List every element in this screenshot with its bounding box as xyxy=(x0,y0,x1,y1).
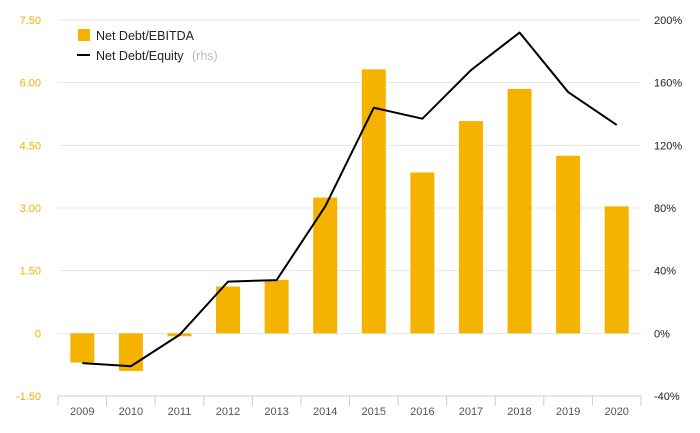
x-axis: 2009 2010 2011 2012 2013 2014 2015 2016 2017 2018… xyxy=(57,395,642,418)
legend-swatch-bar xyxy=(78,29,90,41)
y-right-tick-label: 80% xyxy=(654,203,676,215)
legend-label-line-name: Net Debt/Equity xyxy=(96,49,184,63)
y-left-tick-label: 3.00 xyxy=(20,203,41,215)
line-net-debt-equity xyxy=(82,31,618,368)
bar-2019 xyxy=(556,155,581,334)
bar-series xyxy=(70,69,629,371)
legend-label-bar: Net Debt/EBITDA xyxy=(96,29,195,43)
y-right-tick-label: 200% xyxy=(654,15,682,27)
y-right-tick-label: 0% xyxy=(654,328,670,340)
bar-2012 xyxy=(216,286,241,334)
y-left-tick-label: 0 xyxy=(35,328,41,340)
y-right-tick-label: 120% xyxy=(654,140,682,152)
legend: Net Debt/EBITDA Net Debt/Equity (rhs) xyxy=(77,29,218,64)
legend-label-line: Net Debt/Equity (rhs) xyxy=(96,47,218,64)
y-left-tick-label: 7.50 xyxy=(20,15,41,27)
x-tick-label: 2016 xyxy=(410,406,434,418)
right-axis: 200% 160% 120% 80% 40% 0% -40% xyxy=(654,15,682,403)
x-tick-label: 2020 xyxy=(604,406,628,418)
bar-2015 xyxy=(361,69,386,334)
left-axis: 7.50 6.00 4.50 3.00 1.50 0 -1.50 xyxy=(16,15,41,403)
y-left-tick-label: -1.50 xyxy=(16,391,41,403)
bar-2009 xyxy=(70,333,95,363)
legend-label-line-suffix: (rhs) xyxy=(192,49,218,63)
bar-2010 xyxy=(118,333,143,371)
x-tick-label: 2017 xyxy=(459,406,483,418)
line-series xyxy=(82,31,618,368)
x-tick-label: 2018 xyxy=(507,406,531,418)
grid-lines xyxy=(58,19,641,397)
y-left-tick-label: 4.50 xyxy=(20,140,41,152)
x-tick-label: 2013 xyxy=(264,406,288,418)
bar-2017 xyxy=(458,121,483,334)
y-left-tick-label: 6.00 xyxy=(20,78,41,90)
bar-2013 xyxy=(264,279,289,334)
bar-2020 xyxy=(604,206,629,334)
y-left-tick-label: 1.50 xyxy=(20,266,41,278)
bar-2016 xyxy=(410,172,435,334)
x-tick-label: 2014 xyxy=(313,406,337,418)
x-tick-label: 2011 xyxy=(168,406,192,418)
y-right-tick-label: 160% xyxy=(654,78,682,90)
x-tick-label: 2009 xyxy=(70,406,94,418)
y-right-tick-label: 40% xyxy=(654,266,676,278)
x-tick-label: 2019 xyxy=(556,406,580,418)
x-tick-label: 2012 xyxy=(216,406,240,418)
x-tick-label: 2010 xyxy=(119,406,143,418)
y-right-tick-label: -40% xyxy=(654,391,680,403)
x-tick-label: 2015 xyxy=(362,406,386,418)
bar-2018 xyxy=(507,88,532,334)
